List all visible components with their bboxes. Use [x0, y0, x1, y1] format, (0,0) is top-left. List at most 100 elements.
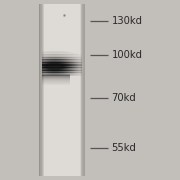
Bar	[48, 57, 49, 58]
Bar	[48, 54, 49, 55]
Bar	[59, 71, 60, 72]
Bar	[52, 52, 53, 53]
Bar	[80, 68, 81, 69]
Bar	[74, 60, 75, 61]
Bar	[50, 57, 51, 58]
Bar	[68, 60, 69, 61]
Bar	[44, 70, 45, 71]
Bar	[59, 74, 60, 75]
Bar	[66, 68, 67, 69]
Bar	[81, 60, 82, 61]
Bar	[60, 64, 61, 65]
Bar	[73, 61, 74, 62]
Bar	[69, 74, 70, 75]
Bar	[52, 55, 53, 56]
Bar	[81, 55, 82, 56]
Bar	[56, 60, 57, 61]
Bar	[42, 57, 44, 58]
Bar	[42, 79, 70, 81]
Bar	[82, 4, 85, 176]
Bar	[49, 56, 50, 57]
Bar	[43, 51, 44, 52]
Bar	[59, 51, 60, 52]
Bar	[56, 61, 57, 62]
Bar	[74, 55, 75, 56]
Bar	[54, 64, 55, 65]
Bar	[48, 62, 49, 63]
Bar	[72, 74, 73, 75]
Bar	[42, 78, 70, 79]
Bar	[47, 74, 48, 75]
Bar	[54, 54, 55, 55]
Bar	[70, 66, 71, 67]
Bar	[62, 55, 63, 56]
Bar	[77, 65, 78, 66]
Bar	[66, 61, 67, 62]
Bar	[52, 54, 53, 55]
Bar	[55, 65, 56, 66]
Bar	[77, 59, 78, 60]
Bar	[60, 73, 61, 74]
Bar	[47, 57, 48, 58]
Bar	[69, 68, 70, 69]
Bar	[43, 70, 44, 71]
Bar	[67, 52, 68, 53]
Bar	[63, 62, 64, 63]
Bar	[69, 70, 70, 71]
Bar	[76, 70, 77, 71]
Bar	[65, 52, 66, 53]
Bar	[62, 75, 63, 76]
Bar	[44, 64, 45, 65]
Bar	[69, 54, 70, 55]
Bar	[45, 57, 46, 58]
Bar	[51, 71, 52, 72]
Bar	[56, 74, 57, 75]
Bar	[76, 61, 77, 62]
Bar	[39, 4, 43, 176]
Bar	[74, 71, 75, 72]
Bar	[62, 52, 63, 53]
Bar	[42, 55, 44, 56]
Bar	[44, 65, 45, 66]
Bar	[50, 56, 51, 57]
Bar	[54, 51, 55, 52]
Bar	[65, 69, 66, 70]
Bar	[75, 57, 76, 58]
Bar	[65, 66, 66, 67]
Bar	[67, 59, 68, 60]
Bar	[56, 69, 57, 70]
Bar	[56, 65, 57, 66]
Bar	[55, 75, 56, 76]
Bar	[63, 73, 64, 74]
Bar	[75, 72, 76, 73]
Bar	[65, 65, 66, 66]
Bar	[61, 51, 62, 52]
Bar	[63, 54, 64, 55]
Bar	[78, 75, 79, 76]
Bar	[58, 64, 59, 65]
Bar	[58, 60, 59, 61]
Bar	[81, 64, 82, 65]
Bar	[51, 64, 52, 65]
Bar	[44, 53, 45, 54]
Bar	[61, 52, 62, 53]
Bar	[81, 65, 82, 66]
Bar	[44, 65, 45, 66]
Bar	[61, 74, 62, 75]
Bar	[52, 69, 53, 70]
Bar	[75, 64, 76, 65]
Bar	[72, 61, 73, 62]
Bar	[60, 58, 61, 59]
Bar	[62, 61, 63, 62]
Bar	[60, 62, 61, 63]
Bar	[67, 58, 68, 59]
Bar	[63, 68, 64, 69]
Bar	[49, 66, 50, 67]
Bar	[54, 57, 55, 58]
Bar	[74, 61, 75, 62]
Bar	[71, 72, 72, 73]
Bar	[58, 56, 59, 57]
Bar	[73, 65, 74, 66]
Bar	[73, 62, 74, 63]
Bar	[45, 63, 46, 64]
